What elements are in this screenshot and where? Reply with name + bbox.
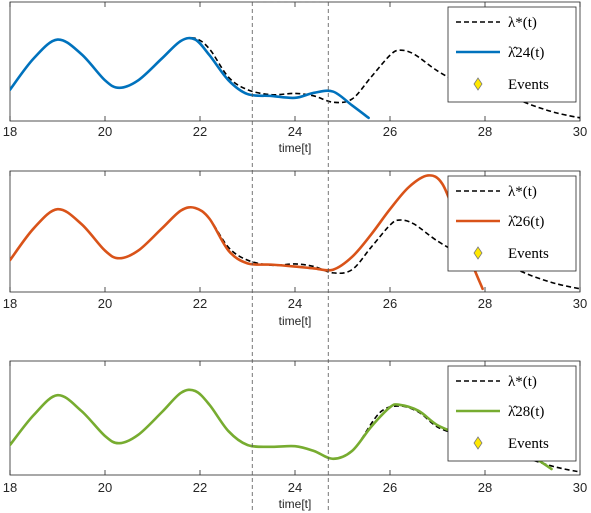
legend: λ*(t) λ̂24(t) Events bbox=[447, 6, 577, 103]
x-tick-label: 28 bbox=[478, 480, 492, 495]
legend-box bbox=[447, 175, 577, 272]
x-axis-label: time[t] bbox=[279, 314, 312, 328]
legend-box bbox=[447, 365, 577, 462]
panel-1: 18 20 22 24 26 28 30 time[t] λ*(t) λ̂24(t) Events bbox=[3, 1, 587, 155]
legend-entry-label: λ*(t) bbox=[508, 15, 537, 31]
legend-box bbox=[447, 6, 577, 103]
x-tick-label: 20 bbox=[98, 480, 112, 495]
panel-2: 18 20 22 24 26 28 30 time[t] λ*(t) λ̂26(t) Events bbox=[3, 170, 587, 328]
x-tick-label: 22 bbox=[193, 296, 207, 311]
x-tick-label: 28 bbox=[478, 296, 492, 311]
legend-events-diamond-icon bbox=[473, 436, 483, 450]
x-tick-label: 24 bbox=[288, 480, 302, 495]
legend-events-diamond-icon bbox=[473, 77, 483, 91]
series-line-estimate bbox=[10, 174, 484, 291]
panel-3: 18 20 22 24 26 28 30 time[t] λ*(t) λ̂28(t) Events bbox=[3, 360, 587, 511]
x-tick-label: 26 bbox=[383, 480, 397, 495]
legend-entry-label: λ*(t) bbox=[508, 184, 537, 200]
x-tick-label: 18 bbox=[3, 480, 17, 495]
legend-entry-label: λ̂26(t) bbox=[508, 214, 544, 230]
x-tick-label: 20 bbox=[98, 124, 112, 139]
legend-entry-label: λ*(t) bbox=[508, 374, 537, 390]
x-tick-label: 26 bbox=[383, 296, 397, 311]
legend-entry-label: Events bbox=[508, 77, 549, 93]
x-tick-label: 22 bbox=[193, 480, 207, 495]
x-tick-label: 26 bbox=[383, 124, 397, 139]
legend-entry-label: Events bbox=[508, 246, 549, 262]
legend: λ*(t) λ̂28(t) Events bbox=[447, 365, 577, 462]
x-tick-label: 18 bbox=[3, 296, 17, 311]
x-tick-label: 18 bbox=[3, 124, 17, 139]
x-tick-label: 20 bbox=[98, 296, 112, 311]
legend-events-diamond-icon bbox=[473, 246, 483, 260]
x-axis-label: time[t] bbox=[279, 497, 312, 511]
x-tick-label: 24 bbox=[288, 124, 302, 139]
x-tick-label: 22 bbox=[193, 124, 207, 139]
x-tick-label: 30 bbox=[573, 124, 587, 139]
x-tick-label: 30 bbox=[573, 480, 587, 495]
x-tick-label: 30 bbox=[573, 296, 587, 311]
legend-entry-label: λ̂24(t) bbox=[508, 45, 544, 61]
x-tick-label: 24 bbox=[288, 296, 302, 311]
x-axis-label: time[t] bbox=[279, 141, 312, 155]
legend: λ*(t) λ̂26(t) Events bbox=[447, 175, 577, 272]
legend-entry-label: λ̂28(t) bbox=[508, 404, 544, 420]
legend-entry-label: Events bbox=[508, 436, 549, 452]
series-line-estimate bbox=[10, 36, 370, 120]
x-tick-label: 28 bbox=[478, 124, 492, 139]
